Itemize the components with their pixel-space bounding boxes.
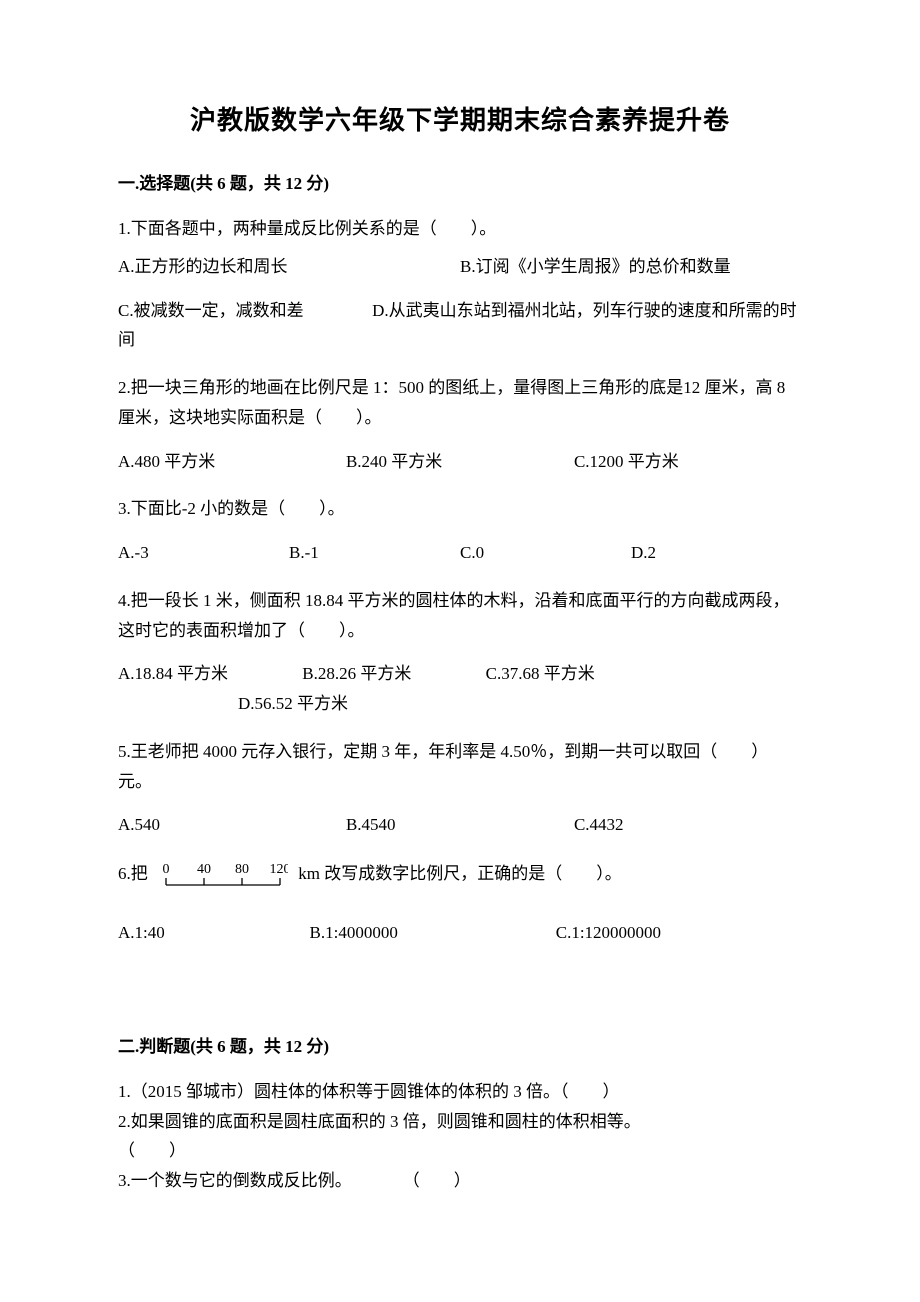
q4-option-d: D.56.52 平方米 — [238, 689, 802, 719]
question-4-text: 4.把一段长 1 米，侧面积 18.84 平方米的圆柱体的木料，沿着和底面平行的… — [118, 586, 802, 646]
scale-label-80: 80 — [235, 862, 249, 877]
question-3: 3.下面比-2 小的数是（ ）。 A.-3 B.-1 C.0 D.2 — [118, 494, 802, 568]
q4-option-b: B.28.26 平方米 — [302, 659, 411, 689]
question-4: 4.把一段长 1 米，侧面积 18.84 平方米的圆柱体的木料，沿着和底面平行的… — [118, 586, 802, 719]
question-5: 5.王老师把 4000 元存入银行，定期 3 年，年利率是 4.50％，到期一共… — [118, 737, 802, 840]
q2-option-c: C.1200 平方米 — [574, 447, 802, 477]
q3-option-c: C.0 — [460, 538, 631, 568]
question-6-options: A.1:40 B.1:4000000 C.1:120000000 — [118, 918, 802, 948]
question-1-options: A.正方形的边长和周长 B.订阅《小学生周报》的总价和数量 — [118, 252, 802, 282]
q6-option-a: A.1:40 — [118, 918, 310, 948]
q1-option-b: B.订阅《小学生周报》的总价和数量 — [460, 252, 802, 282]
q6-option-b: B.1:4000000 — [310, 918, 556, 948]
question-6: 6.把 0 40 80 120 km 改写成数字比例尺，正确的是（ — [118, 858, 802, 948]
q6-text-right: km 改写成数字比例尺，正确的是（ ）。 — [298, 864, 621, 883]
q2-option-a: A.480 平方米 — [118, 447, 346, 477]
question-2-options: A.480 平方米 B.240 平方米 C.1200 平方米 — [118, 447, 802, 477]
q1-option-a: A.正方形的边长和周长 — [118, 252, 460, 282]
question-2: 2.把一块三角形的地画在比例尺是 1：500 的图纸上，量得图上三角形的底是12… — [118, 373, 802, 476]
q4-option-a: A.18.84 平方米 — [118, 659, 228, 689]
judge-3: 3.一个数与它的倒数成反比例。 （ ） — [118, 1166, 802, 1196]
question-3-text: 3.下面比-2 小的数是（ ）。 — [118, 494, 802, 524]
judge-1: 1.（2015 邹城市）圆柱体的体积等于圆锥体的体积的 3 倍。（ ） — [118, 1077, 802, 1107]
question-5-text: 5.王老师把 4000 元存入银行，定期 3 年，年利率是 4.50％，到期一共… — [118, 737, 802, 797]
exam-page: 沪教版数学六年级下学期期末综合素养提升卷 一.选择题(共 6 题，共 12 分)… — [0, 0, 920, 1256]
question-5-options: A.540 B.4540 C.4432 — [118, 810, 802, 840]
q4-option-c: C.37.68 平方米 — [486, 659, 595, 689]
question-2-text: 2.把一块三角形的地画在比例尺是 1：500 的图纸上，量得图上三角形的底是12… — [118, 373, 802, 433]
scale-label-0: 0 — [163, 862, 170, 877]
judgement-block: 1.（2015 邹城市）圆柱体的体积等于圆锥体的体积的 3 倍。（ ） 2.如果… — [118, 1077, 802, 1196]
q5-option-c: C.4432 — [574, 810, 802, 840]
judge-2-line1: 2.如果圆锥的底面积是圆柱底面积的 3 倍，则圆锥和圆柱的体积相等。 — [118, 1107, 802, 1137]
question-3-options: A.-3 B.-1 C.0 D.2 — [118, 538, 802, 568]
exam-title: 沪教版数学六年级下学期期末综合素养提升卷 — [118, 100, 802, 137]
scale-label-40: 40 — [197, 862, 211, 877]
scale-label-120: 120 — [270, 862, 289, 877]
q1-option-c: C.被减数一定，减数和差 D.从武夷山东站到福州北站，列车行驶的速度和所需的时间 — [118, 296, 802, 356]
q1-option-c-text: C.被减数一定，减数和差 — [118, 301, 304, 320]
judge-2-line2: （ ） — [118, 1136, 802, 1166]
q3-option-a: A.-3 — [118, 538, 289, 568]
q5-option-b: B.4540 — [346, 810, 574, 840]
question-4-options: A.18.84 平方米 B.28.26 平方米 C.37.68 平方米 D.56… — [118, 659, 802, 719]
section-1-header: 一.选择题(共 6 题，共 12 分) — [118, 169, 802, 194]
section-2-header: 二.判断题(共 6 题，共 12 分) — [118, 1032, 802, 1057]
question-1-text: 1.下面各题中，两种量成反比例关系的是（ ）。 — [118, 214, 802, 244]
q5-option-a: A.540 — [118, 810, 346, 840]
q6-text-left: 6.把 — [118, 864, 148, 883]
q2-option-b: B.240 平方米 — [346, 447, 574, 477]
question-1: 1.下面各题中，两种量成反比例关系的是（ ）。 A.正方形的边长和周长 B.订阅… — [118, 214, 802, 355]
question-6-text: 6.把 0 40 80 120 km 改写成数字比例尺，正确的是（ — [118, 858, 802, 892]
q3-option-b: B.-1 — [289, 538, 460, 568]
scale-ruler-icon: 0 40 80 120 — [158, 858, 288, 892]
q6-option-c: C.1:120000000 — [556, 918, 802, 948]
q3-option-d: D.2 — [631, 538, 802, 568]
